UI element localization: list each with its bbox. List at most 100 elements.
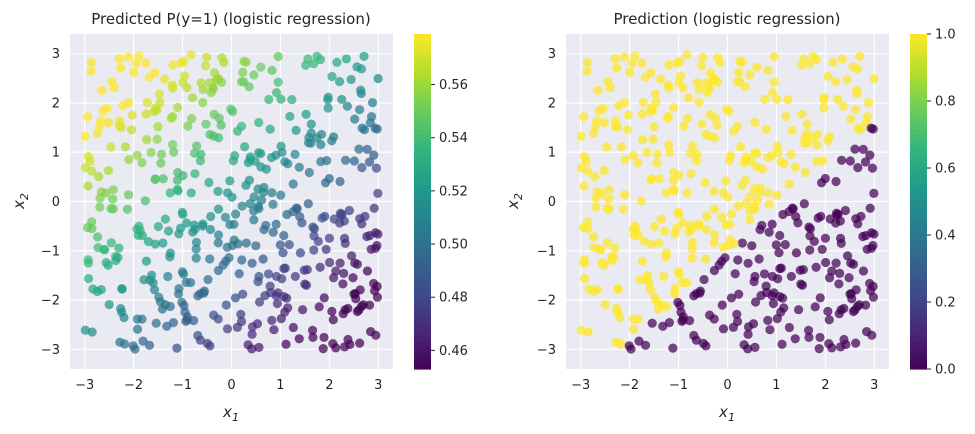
left-scatter-point: [256, 62, 266, 72]
right-colorbar-segment: [910, 218, 927, 225]
left-scatter-point: [120, 142, 131, 152]
right-scatter-point: [815, 293, 825, 303]
right-colorbar-segment: [910, 296, 927, 303]
right-colorbar-label: 0.2: [935, 296, 956, 311]
left-scatter-point: [373, 73, 383, 84]
right-scatter-point: [743, 329, 753, 339]
right-scatter-point: [798, 264, 808, 275]
right-scatter-point: [816, 211, 826, 221]
right-colorbar-segment: [910, 302, 927, 309]
right-scatter-point: [820, 173, 830, 184]
left-scatter-point: [162, 321, 172, 331]
right-scatter-point: [674, 78, 684, 88]
left-scatter-point: [315, 262, 325, 272]
left-scatter-point: [213, 133, 224, 143]
left-scatter-point: [94, 172, 104, 182]
left-scatter-point: [173, 167, 183, 178]
left-colorbar-segment: [414, 346, 431, 353]
right-scatter-point: [630, 51, 640, 61]
right-scatter-point: [749, 277, 759, 287]
right-scatter-point: [694, 221, 704, 231]
right-scatter-point: [630, 221, 640, 231]
left-scatter-point: [301, 109, 311, 119]
left-colorbar-segment: [414, 240, 431, 247]
right-y-axis-label: x2: [504, 193, 525, 210]
right-scatter-point: [802, 119, 812, 129]
left-scatter-point: [202, 52, 212, 62]
right-scatter-point: [709, 133, 720, 143]
right-scatter-point: [669, 167, 679, 178]
right-scatter-point: [779, 159, 789, 169]
right-scatter-point: [652, 149, 663, 159]
left-x-axis-label: x1: [222, 403, 239, 424]
right-scatter-point: [763, 315, 773, 325]
left-scatter-point: [350, 258, 360, 268]
left-scatter-point: [371, 163, 382, 173]
right-scatter-point: [869, 73, 879, 84]
right-scatter-point: [866, 228, 877, 238]
left-scatter-point: [331, 266, 341, 276]
left-chart-panel: Predicted P(y=1) (logistic regression) −…: [10, 10, 468, 424]
left-scatter-point: [181, 218, 192, 228]
left-scatter-point: [101, 257, 111, 268]
left-scatter-point: [346, 251, 357, 261]
left-scatter-point: [165, 188, 175, 198]
left-scatter-point: [168, 60, 178, 70]
right-scatter-point: [685, 220, 695, 230]
right-scatter-point: [615, 312, 625, 323]
right-scatter-point: [629, 230, 639, 240]
left-scatter-point: [244, 82, 254, 92]
left-scatter-point: [276, 314, 286, 324]
left-colorbar-segment: [414, 302, 431, 309]
right-scatter-point: [835, 268, 845, 278]
left-scatter-point: [137, 314, 147, 324]
right-colorbar-segment: [910, 56, 927, 63]
left-scatter-point: [272, 298, 283, 309]
right-y-tick-label: 1: [548, 146, 556, 161]
left-colorbar-segment: [414, 45, 431, 52]
right-scatter-point: [836, 342, 846, 352]
left-scatter-point: [133, 230, 143, 240]
right-x-tick-label: 3: [870, 378, 878, 393]
right-scatter-point: [705, 68, 716, 78]
left-scatter-point: [80, 131, 90, 141]
right-scatter-point: [576, 163, 586, 173]
left-scatter-point: [152, 134, 162, 144]
right-scatter-point: [683, 93, 694, 103]
left-scatter-point: [198, 97, 208, 108]
right-scatter-point: [638, 135, 648, 145]
right-colorbar-segment: [910, 341, 927, 348]
right-scatter-point: [852, 88, 862, 99]
left-scatter-point: [123, 52, 133, 62]
left-colorbar-segment: [414, 156, 431, 164]
right-scatter-point: [805, 224, 816, 234]
left-scatter-point: [364, 157, 375, 167]
right-scatter-point: [597, 257, 607, 268]
left-scatter-point: [273, 51, 283, 62]
left-scatter-point: [217, 53, 227, 63]
right-scatter-point: [619, 190, 630, 200]
left-colorbar: 0.46 0.48 0.50 0.52 0.54 0.56: [414, 34, 468, 370]
right-scatter-point: [645, 285, 656, 295]
right-scatter-point: [761, 124, 771, 134]
left-scatter-point: [123, 190, 134, 200]
left-colorbar-segment: [414, 341, 431, 348]
right-scatter-point: [592, 285, 602, 295]
left-scatter-point: [191, 237, 202, 247]
right-colorbar-segment: [910, 262, 927, 270]
left-scatter-point: [163, 226, 174, 236]
right-scatter-point: [764, 227, 774, 237]
right-colorbar-segment: [910, 173, 927, 180]
right-scatter-point: [745, 215, 755, 225]
left-colorbar-segment: [414, 50, 431, 57]
right-y-tick-label: 0: [548, 195, 556, 210]
right-colorbar-segment: [910, 313, 927, 320]
left-colorbar-segment: [414, 117, 431, 124]
left-colorbar-segment: [414, 285, 431, 292]
left-colorbar-segment: [414, 112, 431, 119]
left-scatter-point: [327, 306, 337, 316]
left-scatter-point: [230, 209, 241, 219]
left-scatter-point: [256, 162, 266, 172]
right-colorbar-segment: [910, 34, 927, 41]
left-colorbar-segment: [414, 106, 431, 113]
